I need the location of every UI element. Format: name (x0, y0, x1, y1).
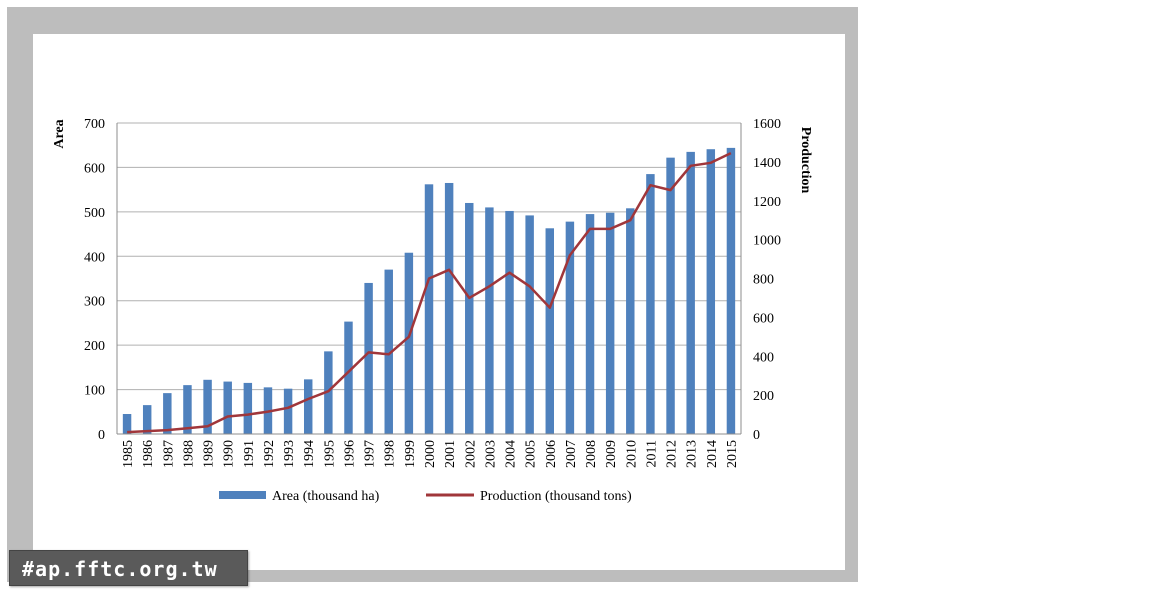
legend-label-production: Production (thousand tons) (480, 489, 632, 504)
area-bar (243, 382, 253, 434)
x-tick-label: 2007 (564, 440, 579, 468)
x-tick-label: 2006 (544, 440, 559, 468)
x-tick-label: 1989 (202, 440, 217, 468)
combo-chart: 0 100 200 300 400 500 600 700 0 200 400 600 800 1000… (52, 117, 813, 504)
area-bar (344, 321, 353, 434)
left-tick-label: 200 (84, 339, 105, 354)
legend-label-area: Area (thousand ha) (272, 489, 380, 504)
x-tick-label: 1987 (161, 440, 176, 468)
x-tick-label: 1998 (383, 440, 398, 468)
left-tick-label: 400 (84, 250, 105, 265)
right-tick-label: 600 (753, 311, 774, 326)
area-bar (303, 379, 313, 434)
x-tick-label: 2015 (725, 440, 740, 468)
area-bar (324, 351, 333, 434)
right-tick-label: 1600 (753, 117, 781, 132)
area-bar (203, 379, 212, 434)
chart-panel: 0 100 200 300 400 500 600 700 0 200 400 600 800 1000… (33, 34, 845, 570)
x-tick-label: 1991 (242, 440, 257, 468)
area-bar (525, 215, 534, 434)
x-axis-ticks: 1985 1986 1987 1988 1989 1990 1991 1992 1993 1994… (121, 440, 740, 468)
area-bar (364, 282, 373, 434)
x-tick-label: 2004 (504, 440, 519, 468)
source-watermark: #ap.fftc.org.tw (9, 550, 248, 586)
x-tick-label: 1995 (322, 440, 337, 468)
x-tick-label: 2012 (665, 440, 680, 468)
x-tick-label: 1990 (222, 440, 237, 468)
left-tick-label: 600 (84, 161, 105, 176)
area-bars (122, 147, 736, 435)
area-bar (485, 207, 494, 434)
area-bar (545, 228, 555, 434)
right-axis-ticks: 0 200 400 600 800 1000 1200 1400 1600 (753, 117, 781, 443)
axes (116, 123, 742, 435)
left-tick-label: 300 (84, 295, 105, 310)
production-line (127, 151, 732, 434)
x-tick-label: 1988 (181, 440, 196, 468)
area-bar (686, 151, 695, 434)
x-tick-label: 1996 (342, 440, 357, 468)
area-bar (565, 221, 575, 434)
x-tick-label: 1997 (363, 440, 378, 468)
right-tick-label: 200 (753, 389, 774, 404)
x-tick-label: 1994 (302, 440, 317, 468)
right-tick-label: 1400 (753, 156, 781, 171)
right-tick-label: 0 (753, 428, 760, 443)
area-bar (666, 157, 675, 434)
x-tick-label: 2013 (685, 440, 700, 468)
area-bar (283, 388, 293, 434)
area-bar (122, 414, 132, 434)
y-axis-label: Area (52, 119, 67, 148)
area-bar (223, 381, 232, 434)
x-tick-label: 2002 (463, 440, 478, 468)
x-tick-label: 2008 (584, 440, 599, 468)
area-bar (404, 252, 414, 434)
x-tick-label: 2011 (644, 440, 659, 467)
area-bar (706, 149, 716, 434)
area-bar (142, 405, 152, 434)
area-bar (646, 174, 655, 435)
x-tick-label: 1999 (403, 440, 418, 468)
production-series-line (127, 151, 732, 434)
chart-legend: Area (thousand ha) Production (thousand … (219, 489, 632, 504)
x-tick-label: 2003 (483, 440, 498, 468)
area-bar (505, 210, 514, 434)
right-tick-label: 400 (753, 350, 774, 365)
left-axis-ticks: 0 100 200 300 400 500 600 700 (84, 117, 105, 443)
right-tick-label: 1000 (753, 234, 781, 249)
x-tick-label: 2009 (604, 440, 619, 468)
x-tick-label: 1986 (141, 440, 156, 468)
image-frame: 0 100 200 300 400 500 600 700 0 200 400 600 800 1000… (7, 7, 858, 582)
x-tick-label: 1992 (262, 440, 277, 468)
left-tick-label: 100 (84, 384, 105, 399)
left-tick-label: 500 (84, 206, 105, 221)
area-bar (183, 385, 192, 434)
x-tick-label: 2014 (705, 440, 720, 468)
x-tick-label: 2005 (524, 440, 539, 468)
area-bar (726, 147, 736, 434)
left-tick-label: 700 (84, 117, 105, 132)
area-bar (384, 269, 393, 434)
legend-swatch-area (219, 491, 266, 499)
x-tick-label: 2001 (443, 440, 458, 468)
area-bar (605, 212, 615, 434)
area-bar (626, 208, 635, 434)
area-bar (424, 184, 434, 434)
x-tick-label: 2000 (423, 440, 438, 468)
area-bar (585, 214, 595, 434)
area-bar (444, 182, 454, 434)
x-tick-label: 1985 (121, 440, 136, 468)
x-tick-label: 2010 (624, 440, 639, 468)
right-tick-label: 1200 (753, 195, 781, 210)
right-tick-label: 800 (753, 273, 774, 288)
x-tick-label: 1993 (282, 440, 297, 468)
area-bar (465, 202, 474, 434)
area-bar (163, 393, 172, 434)
y2-axis-label: Production (798, 127, 813, 194)
left-tick-label: 0 (98, 428, 105, 443)
